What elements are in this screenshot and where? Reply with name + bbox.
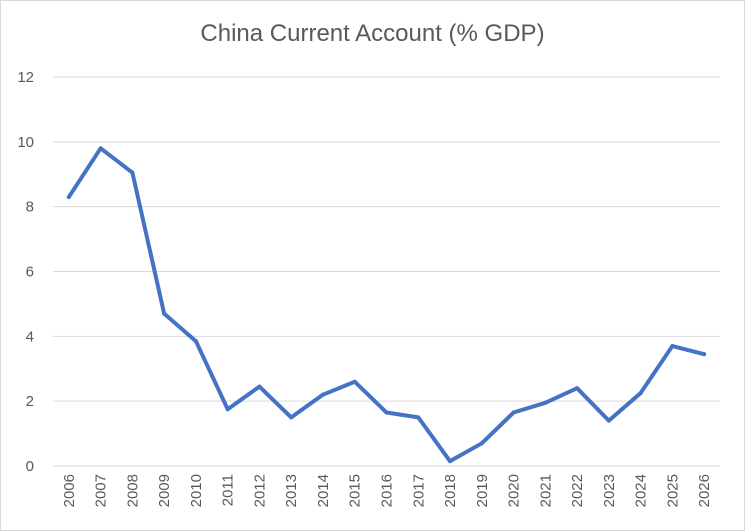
data-point bbox=[130, 170, 135, 175]
y-tick-label: 2 bbox=[26, 393, 34, 410]
data-point bbox=[448, 459, 453, 464]
data-point bbox=[66, 194, 71, 199]
x-tick-label: 2011 bbox=[220, 474, 237, 506]
data-point bbox=[98, 146, 103, 151]
data-point bbox=[511, 410, 516, 415]
x-tick-label: 2019 bbox=[474, 474, 491, 507]
data-point bbox=[575, 386, 580, 391]
x-tick-label: 2018 bbox=[442, 474, 459, 507]
data-point bbox=[479, 441, 484, 446]
x-tick-label: 2015 bbox=[347, 474, 364, 507]
y-axis-tick-labels: 0 2 4 6 8 10 12 bbox=[17, 69, 34, 475]
x-tick-label: 2012 bbox=[251, 474, 268, 507]
x-tick-label: 2021 bbox=[537, 474, 554, 507]
data-point bbox=[352, 379, 357, 384]
data-point bbox=[416, 415, 421, 420]
y-tick-label: 6 bbox=[26, 264, 34, 281]
data-point bbox=[320, 392, 325, 397]
x-axis-tick-labels: 2006 2007 2008 2009 2010 2011 2012 2013 2014 2015… bbox=[61, 474, 713, 507]
x-tick-label: 2023 bbox=[601, 474, 618, 507]
series-group bbox=[66, 146, 707, 464]
data-point bbox=[702, 352, 707, 357]
y-tick-label: 10 bbox=[17, 134, 34, 151]
y-tick-label: 0 bbox=[26, 458, 34, 475]
data-point bbox=[638, 391, 643, 396]
x-tick-label: 2026 bbox=[696, 474, 713, 507]
y-tick-label: 8 bbox=[26, 199, 34, 216]
y-tick-label: 4 bbox=[26, 328, 34, 345]
x-tick-label: 2017 bbox=[410, 474, 427, 507]
x-tick-label: 2024 bbox=[633, 474, 650, 507]
x-tick-label: 2022 bbox=[569, 474, 586, 507]
x-tick-label: 2007 bbox=[93, 474, 110, 507]
data-point bbox=[225, 407, 230, 412]
y-tick-label: 12 bbox=[17, 69, 34, 86]
x-tick-label: 2008 bbox=[124, 474, 141, 507]
x-tick-label: 2020 bbox=[506, 474, 523, 507]
x-tick-label: 2016 bbox=[379, 474, 396, 507]
data-point bbox=[670, 344, 675, 349]
gridlines bbox=[53, 76, 720, 467]
data-point bbox=[193, 339, 198, 344]
x-tick-label: 2014 bbox=[315, 474, 332, 507]
chart-title: China Current Account (% GDP) bbox=[200, 20, 545, 47]
x-tick-label: 2006 bbox=[61, 474, 78, 507]
data-point bbox=[257, 384, 262, 389]
data-point bbox=[162, 311, 167, 316]
data-point bbox=[289, 415, 294, 420]
x-tick-label: 2013 bbox=[283, 474, 300, 507]
data-point bbox=[384, 410, 389, 415]
x-tick-label: 2010 bbox=[188, 474, 205, 507]
x-tick-label: 2009 bbox=[156, 474, 173, 507]
data-point bbox=[543, 400, 548, 405]
data-point bbox=[606, 418, 611, 423]
x-tick-label: 2025 bbox=[664, 474, 681, 507]
